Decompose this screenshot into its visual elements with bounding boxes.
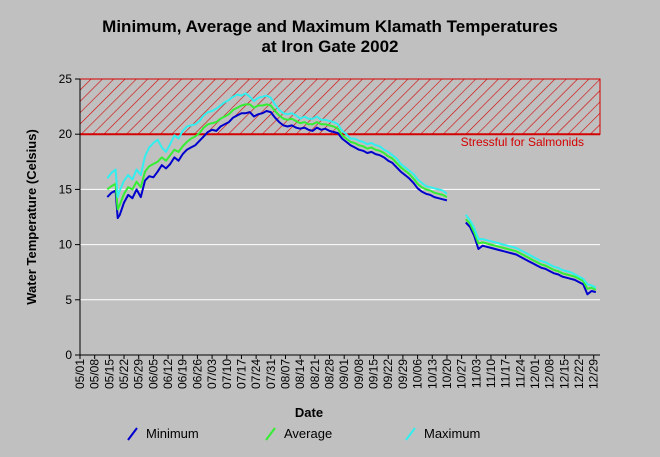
x-tick-label-29: 11/17 [499,359,513,388]
legend: Minimum Average Maximum [127,426,480,441]
x-tick-label-21: 09/22 [381,359,395,389]
x-tick-label-33: 12/15 [557,359,571,389]
x-tick-label-2: 05/15 [102,359,116,389]
legend-swatch-minimum [127,427,138,441]
y-tick-label-5: 5 [65,293,72,307]
x-tick-label-3: 05/22 [117,359,131,389]
legend-item-minimum: Minimum [127,426,199,441]
legend-label-minimum: Minimum [146,426,199,441]
x-tick-label-24: 10/13 [425,359,439,389]
y-tick-label-20: 20 [59,127,73,141]
x-tick-label-20: 09/15 [367,359,381,389]
x-tick-label-13: 07/31 [264,359,278,389]
x-tick-label-6: 06/12 [161,359,175,389]
x-tick-label-30: 11/24 [513,359,527,388]
x-tick-label-11: 07/17 [235,359,249,389]
series-average-line-1 [106,103,448,211]
legend-swatch-average [265,427,276,441]
chart-title-line-2: at Iron Gate 2002 [261,37,398,56]
x-tick-label-19: 09/08 [352,359,366,389]
x-tick-label-7: 06/19 [176,359,190,389]
chart-title-line-1: Minimum, Average and Maximum Klamath Tem… [102,17,558,36]
x-tick-label-31: 12/01 [528,359,542,389]
legend-item-maximum: Maximum [405,426,480,441]
x-tick-label-34: 12/22 [572,359,586,389]
series-average-line-2 [465,218,597,291]
y-tick-label-25: 25 [59,72,73,86]
legend-swatch-maximum [405,427,416,441]
x-tick-label-0: 05/01 [73,359,87,389]
y-axis-label: Water Temperature (Celsius) [24,129,39,305]
x-tick-label-25: 10/20 [440,359,454,389]
x-tick-label-26: 10/27 [455,359,469,389]
x-tick-label-32: 12/08 [543,359,557,389]
x-tick-label-17: 08/28 [323,359,337,389]
x-tick-label-14: 08/07 [279,359,293,389]
x-tick-label-15: 08/14 [293,359,307,389]
y-tick-label-15: 15 [59,182,73,196]
y-tick-label-10: 10 [59,238,73,252]
x-tick-label-1: 05/08 [88,359,102,389]
x-tick-label-35: 12/29 [587,359,601,389]
x-tick-label-12: 07/24 [249,359,263,389]
y-tick-label-0: 0 [65,348,72,362]
x-tick-label-22: 09/29 [396,359,410,389]
x-tick-label-23: 10/06 [411,359,425,389]
x-tick-label-8: 06/26 [190,359,204,389]
series-maximum-line-1 [106,92,448,199]
legend-label-average: Average [284,426,332,441]
x-tick-label-27: 11/03 [469,359,483,388]
x-tick-label-5: 06/05 [146,359,160,389]
x-tick-label-28: 11/10 [484,359,498,388]
legend-item-average: Average [265,426,332,441]
x-tick-label-10: 07/10 [220,359,234,389]
threshold-label: Stressful for Salmonids [461,135,584,149]
series-minimum-line-1 [106,110,448,220]
threshold-band [79,78,601,135]
series-minimum-line-2 [465,221,597,296]
x-tick-label-9: 07/03 [205,359,219,389]
series-maximum-line-2 [465,214,597,289]
x-tick-label-18: 09/01 [337,359,351,389]
x-tick-label-4: 05/29 [132,359,146,389]
x-tick-label-16: 08/21 [308,359,322,389]
x-axis-label: Date [295,405,323,420]
legend-label-maximum: Maximum [424,426,480,441]
